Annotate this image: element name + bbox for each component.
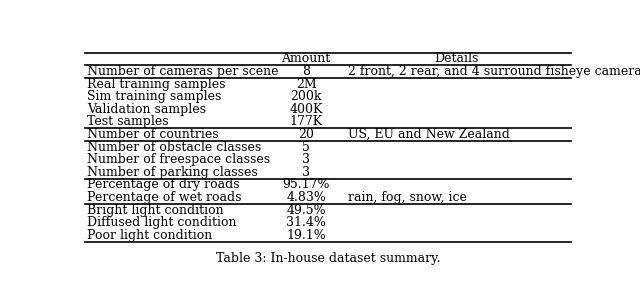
Text: 200k: 200k xyxy=(291,90,322,103)
Text: 8: 8 xyxy=(302,65,310,78)
Text: 3: 3 xyxy=(302,166,310,179)
Text: 2 front, 2 rear, and 4 surround fisheye cameras: 2 front, 2 rear, and 4 surround fisheye … xyxy=(348,65,640,78)
Text: Table 3: In-house dataset summary.: Table 3: In-house dataset summary. xyxy=(216,251,440,265)
Text: Number of freespace classes: Number of freespace classes xyxy=(88,153,271,166)
Text: 19.1%: 19.1% xyxy=(286,229,326,242)
Text: 5: 5 xyxy=(302,141,310,154)
Text: 4.83%: 4.83% xyxy=(286,191,326,204)
Text: Number of countries: Number of countries xyxy=(88,128,219,141)
Text: Test samples: Test samples xyxy=(88,115,169,128)
Text: Poor light condition: Poor light condition xyxy=(88,229,212,242)
Text: Details: Details xyxy=(435,52,479,65)
Text: 3: 3 xyxy=(302,153,310,166)
Text: Sim training samples: Sim training samples xyxy=(88,90,222,103)
Text: 31.4%: 31.4% xyxy=(286,216,326,229)
Text: Number of obstacle classes: Number of obstacle classes xyxy=(88,141,262,154)
Text: Amount: Amount xyxy=(282,52,331,65)
Text: Validation samples: Validation samples xyxy=(88,103,207,116)
Text: Real training samples: Real training samples xyxy=(88,78,226,91)
Text: Number of parking classes: Number of parking classes xyxy=(88,166,258,179)
Text: Diffused light condition: Diffused light condition xyxy=(88,216,237,229)
Text: 177K: 177K xyxy=(289,115,323,128)
Text: rain, fog, snow, ice: rain, fog, snow, ice xyxy=(348,191,467,204)
Text: Percentage of wet roads: Percentage of wet roads xyxy=(88,191,242,204)
Text: Number of cameras per scene: Number of cameras per scene xyxy=(88,65,279,78)
Text: 49.5%: 49.5% xyxy=(286,204,326,217)
Text: 2M: 2M xyxy=(296,78,317,91)
Text: Percentage of dry roads: Percentage of dry roads xyxy=(88,178,240,191)
Text: 95.17%: 95.17% xyxy=(282,178,330,191)
Text: Bright light condition: Bright light condition xyxy=(88,204,224,217)
Text: US, EU and New Zealand: US, EU and New Zealand xyxy=(348,128,509,141)
Text: 400K: 400K xyxy=(289,103,323,116)
Text: 20: 20 xyxy=(298,128,314,141)
